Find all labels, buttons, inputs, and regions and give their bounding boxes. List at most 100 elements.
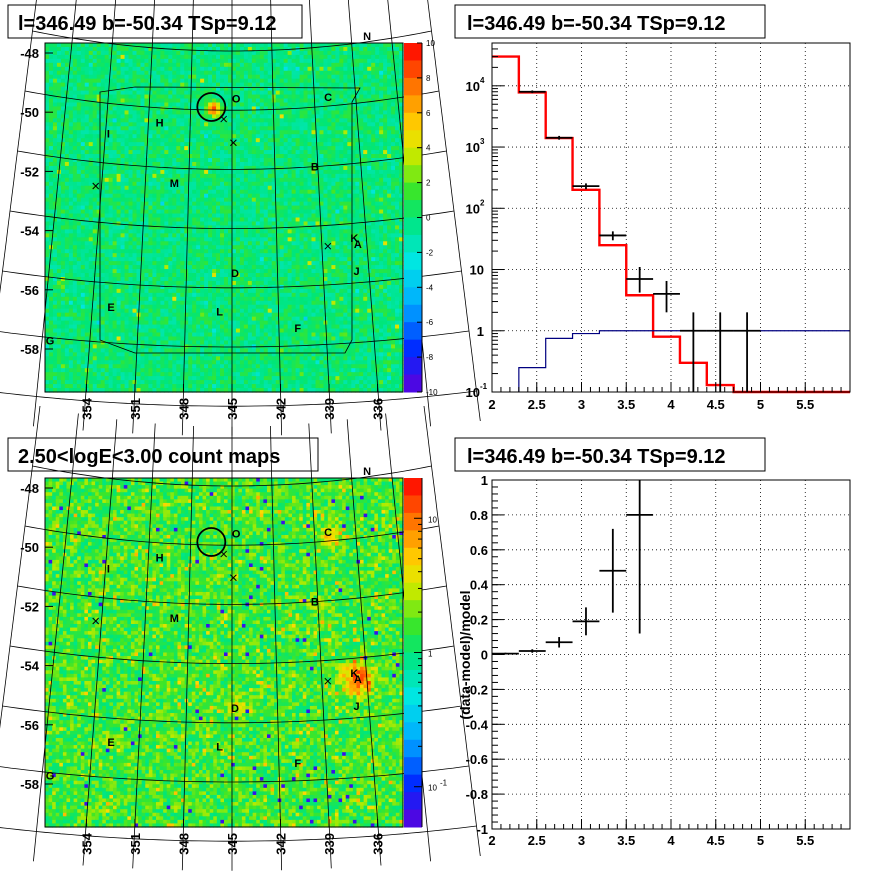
ts-cell	[279, 221, 285, 227]
ts-cell	[331, 221, 336, 227]
ts-cell	[160, 173, 165, 179]
ts-cell	[84, 257, 90, 262]
ts-cell	[220, 130, 225, 135]
ts-cell	[200, 197, 205, 203]
ts-cell	[144, 217, 150, 223]
ts-cell	[72, 114, 78, 119]
ts-cell	[287, 241, 293, 246]
ts-cell	[239, 185, 245, 191]
ts-cell	[279, 209, 285, 215]
ts-cell	[144, 257, 150, 262]
ts-cell	[212, 237, 217, 242]
ts-cell	[92, 249, 98, 254]
ts-cell	[68, 173, 74, 179]
ts-cell	[152, 50, 157, 56]
ts-cell	[196, 142, 201, 147]
ts-cell	[291, 110, 297, 115]
ts-cell	[267, 205, 273, 211]
ts-cell	[72, 165, 78, 171]
ts-cell	[283, 78, 289, 84]
ts-cell	[68, 245, 74, 250]
ts-cell	[208, 261, 213, 266]
ts-cell	[64, 237, 70, 242]
ts-cell	[315, 189, 321, 195]
ts-cell	[80, 122, 86, 127]
ts-cell	[164, 66, 169, 72]
ts-cell	[371, 225, 376, 230]
ts-cell	[92, 169, 98, 175]
ts-cell	[184, 50, 189, 56]
ts-cell	[391, 193, 396, 199]
ts-cell	[96, 189, 102, 195]
ts-cell	[116, 201, 122, 207]
ts-cell	[235, 134, 241, 139]
ts-cell	[92, 193, 98, 199]
ts-cell	[45, 221, 50, 227]
ts-cell	[208, 158, 213, 163]
ts-cell	[363, 62, 368, 68]
ts-cell	[200, 74, 205, 80]
ts-cell	[323, 165, 329, 171]
ts-cell	[164, 70, 169, 76]
ts-cell	[287, 74, 293, 80]
ts-cell	[363, 102, 368, 108]
ts-cell	[307, 158, 313, 163]
ts-cell	[64, 209, 70, 215]
ts-cell	[196, 253, 201, 258]
ts-cell	[387, 114, 392, 119]
ts-cell	[84, 154, 90, 159]
ts-cell	[263, 94, 269, 100]
ts-cell	[112, 217, 118, 223]
ts-cell	[303, 193, 309, 199]
ts-cell	[128, 86, 134, 92]
ts-cell	[168, 50, 173, 56]
ts-cell	[144, 165, 150, 171]
ts-cell	[275, 74, 281, 80]
ts-cell	[243, 110, 249, 115]
ts-cell	[339, 193, 344, 199]
ts-cell	[224, 213, 229, 219]
ts-cell	[323, 62, 329, 68]
ts-cell	[92, 213, 98, 219]
ts-cell	[391, 249, 396, 254]
ts-cell	[180, 213, 185, 219]
ts-cell	[128, 66, 134, 72]
ts-cell	[164, 249, 169, 254]
ts-cell	[299, 158, 305, 163]
ts-cell	[271, 217, 277, 223]
ts-cell	[251, 98, 257, 104]
ts-cell	[152, 146, 157, 151]
ts-cell	[263, 43, 269, 48]
ts-cell	[88, 66, 94, 72]
ts-cell	[92, 66, 98, 72]
ts-cell	[160, 126, 165, 131]
ts-cell	[307, 249, 313, 254]
ts-cell	[327, 62, 332, 68]
ts-cell	[68, 114, 74, 119]
ts-cell	[371, 43, 376, 48]
ts-cell	[367, 169, 372, 175]
ts-cell	[180, 253, 185, 258]
ts-cell	[271, 74, 277, 80]
ts-cell	[295, 221, 301, 227]
ts-cell	[112, 134, 118, 139]
ts-cell	[363, 181, 368, 187]
ts-cell	[116, 110, 122, 115]
ts-cell	[239, 225, 245, 230]
ts-cell	[251, 114, 257, 119]
ts-cell	[88, 173, 94, 179]
ts-cell	[275, 205, 281, 211]
ts-cell	[52, 58, 58, 64]
ts-cell	[168, 94, 173, 100]
ts-cell	[339, 229, 344, 234]
ts-cell	[208, 165, 213, 171]
ts-cell	[287, 78, 293, 84]
ts-cell	[176, 114, 181, 119]
ts-cell	[335, 106, 340, 112]
ts-cell	[387, 237, 392, 242]
ts-cell	[387, 173, 392, 179]
ts-cell	[88, 110, 94, 115]
ts-cell	[311, 245, 317, 250]
ts-cell	[299, 201, 305, 207]
ts-cell	[60, 261, 66, 266]
